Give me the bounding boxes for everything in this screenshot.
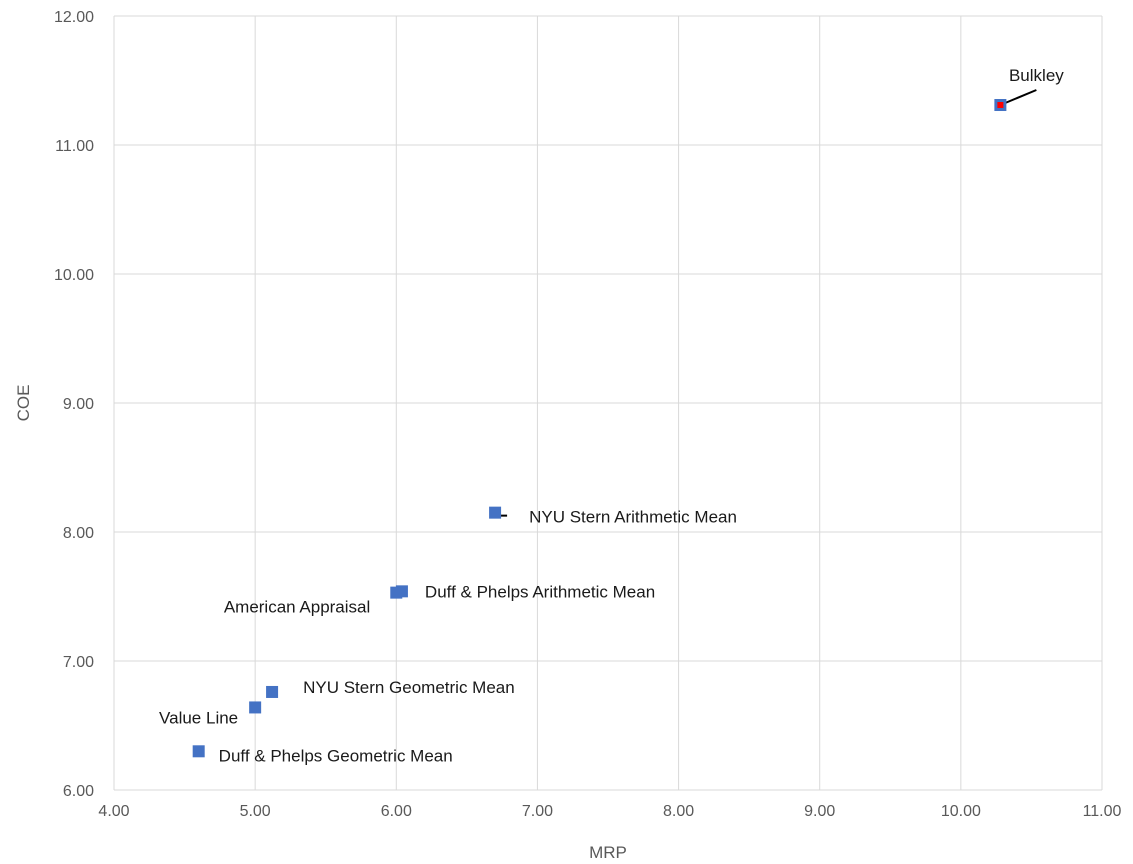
- x-axis-title: MRP: [589, 843, 627, 862]
- data-point: [266, 685, 279, 698]
- label-leader-line: [999, 89, 1037, 106]
- y-tick-label: 9.00: [63, 396, 94, 413]
- y-tick-label: 10.00: [54, 267, 94, 284]
- y-axis-ticks: 6.00 7.00 8.00 9.00 10.00 11.00 12.00: [54, 9, 94, 800]
- data-point-label: American Appraisal: [224, 598, 370, 617]
- y-tick-label: 11.00: [55, 138, 94, 155]
- y-tick-label: 6.00: [63, 783, 94, 800]
- data-point-label: NYU Stern Geometric Mean: [303, 678, 515, 697]
- x-tick-label: 6.00: [381, 803, 412, 820]
- y-tick-label: 12.00: [54, 9, 94, 26]
- x-tick-label: 4.00: [98, 803, 129, 820]
- x-axis-ticks: 4.00 5.00 6.00 7.00 8.00 9.00 10.00 11.00: [98, 803, 1121, 820]
- data-point-label: Duff & Phelps Geometric Mean: [219, 746, 453, 765]
- data-points: [192, 99, 1007, 758]
- data-point: [249, 701, 262, 714]
- data-labels: Duff & Phelps Geometric Mean Value Line NY…: [159, 66, 1064, 765]
- data-point-label: Duff & Phelps Arithmetic Mean: [425, 582, 655, 601]
- y-tick-label: 8.00: [63, 525, 94, 542]
- y-axis-title: COE: [14, 385, 33, 422]
- gridlines: [113, 15, 1103, 791]
- data-point-label: NYU Stern Arithmetic Mean: [529, 508, 737, 527]
- x-tick-label: 10.00: [941, 803, 981, 820]
- data-point: [489, 506, 502, 519]
- x-tick-label: 8.00: [663, 803, 694, 820]
- highlight-point-label: Bulkley: [1009, 66, 1064, 85]
- x-tick-label: 11.00: [1083, 803, 1122, 820]
- x-tick-label: 9.00: [804, 803, 835, 820]
- data-point-label: Value Line: [159, 708, 238, 727]
- x-tick-label: 7.00: [522, 803, 553, 820]
- label-leader-lines: [494, 89, 1037, 517]
- data-point: [395, 585, 408, 598]
- x-tick-label: 5.00: [240, 803, 271, 820]
- data-point: [192, 745, 205, 758]
- highlight-point-center: [997, 102, 1004, 109]
- y-tick-label: 7.00: [63, 654, 94, 671]
